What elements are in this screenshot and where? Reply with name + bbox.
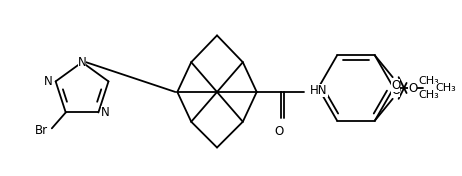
Text: N: N [78, 56, 86, 69]
Text: Br: Br [36, 124, 49, 137]
Text: N: N [101, 106, 109, 119]
Text: O: O [274, 125, 283, 138]
Text: CH₃: CH₃ [419, 90, 439, 100]
Text: CH₃: CH₃ [435, 83, 456, 93]
Text: N: N [44, 75, 53, 88]
Text: CH₃: CH₃ [419, 76, 439, 86]
Text: O: O [391, 84, 400, 97]
Text: O: O [408, 81, 417, 95]
Text: HN: HN [310, 84, 328, 98]
Text: O: O [391, 79, 400, 92]
